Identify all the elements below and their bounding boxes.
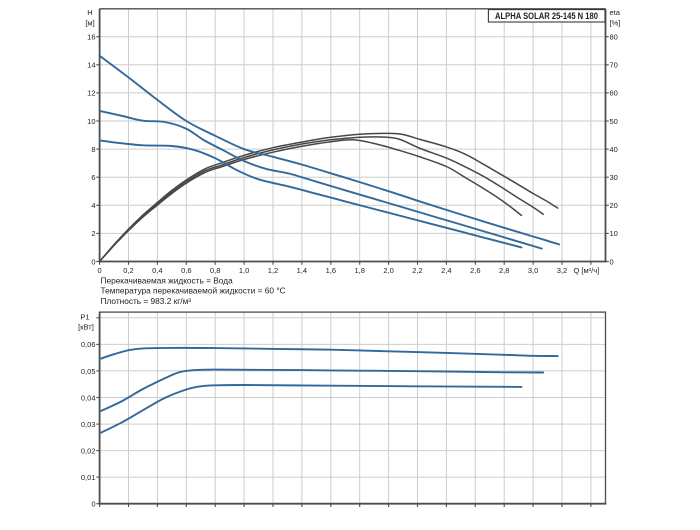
svg-text:2,8: 2,8 [499,266,509,275]
svg-text:10: 10 [87,117,95,126]
svg-text:2,6: 2,6 [470,266,480,275]
svg-text:16: 16 [87,33,95,42]
svg-text:1,2: 1,2 [268,266,278,275]
svg-text:0: 0 [91,500,95,509]
svg-text:[м]: [м] [85,18,94,27]
svg-text:1,8: 1,8 [354,266,364,275]
svg-text:50: 50 [610,117,618,126]
svg-text:0,06: 0,06 [81,340,96,349]
svg-text:[%]: [%] [610,18,621,27]
svg-text:0,8: 0,8 [210,266,220,275]
svg-text:14: 14 [87,61,95,70]
svg-text:0,05: 0,05 [81,367,96,376]
svg-text:0: 0 [98,266,102,275]
svg-text:0,4: 0,4 [152,266,162,275]
svg-text:20: 20 [610,201,618,210]
svg-text:1,4: 1,4 [297,266,307,275]
svg-text:12: 12 [87,89,95,98]
svg-text:Перекачиваемая жидкость = Вода: Перекачиваемая жидкость = Вода [101,275,234,285]
svg-text:2: 2 [91,229,95,238]
svg-text:Температура перекачиваемой жид: Температура перекачиваемой жидкости = 60… [101,286,286,296]
svg-text:3,2: 3,2 [557,266,567,275]
svg-text:P1: P1 [80,313,89,322]
svg-text:1,0: 1,0 [239,266,249,275]
svg-text:0,02: 0,02 [81,446,96,455]
svg-text:0,2: 0,2 [123,266,133,275]
svg-text:0,04: 0,04 [81,393,96,402]
svg-text:4: 4 [91,201,95,210]
svg-text:40: 40 [610,145,618,154]
svg-text:0,01: 0,01 [81,473,96,482]
svg-text:0,03: 0,03 [81,420,96,429]
svg-text:Плотность = 983.2 кг/м³: Плотность = 983.2 кг/м³ [101,296,192,306]
svg-text:2,0: 2,0 [383,266,393,275]
svg-text:0,6: 0,6 [181,266,191,275]
svg-text:80: 80 [610,33,618,42]
svg-text:ALPHA SOLAR 25-145 N 180: ALPHA SOLAR 25-145 N 180 [495,11,598,21]
svg-text:2,4: 2,4 [441,266,451,275]
svg-text:0: 0 [91,257,95,266]
svg-text:Q [м³/ч]: Q [м³/ч] [574,266,600,275]
svg-text:3,0: 3,0 [528,266,538,275]
svg-text:[кВт]: [кВт] [78,322,94,331]
svg-text:30: 30 [610,173,618,182]
svg-text:10: 10 [610,229,618,238]
svg-text:70: 70 [610,61,618,70]
svg-text:2,2: 2,2 [412,266,422,275]
svg-text:H: H [87,8,92,17]
svg-text:0: 0 [610,257,614,266]
svg-text:eta: eta [610,8,621,17]
svg-text:60: 60 [610,89,618,98]
svg-text:6: 6 [91,173,95,182]
svg-text:1,6: 1,6 [326,266,336,275]
svg-text:8: 8 [91,145,95,154]
